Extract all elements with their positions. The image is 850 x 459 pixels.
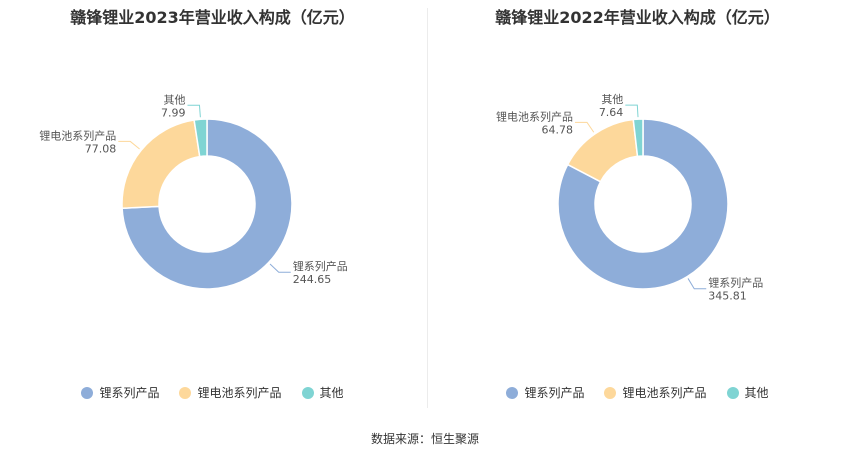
slice-other[interactable] xyxy=(193,118,208,158)
leader-line-lithium xyxy=(269,263,291,273)
legend-label: 其他 xyxy=(319,386,344,400)
legend-label: 锂电池系列产品 xyxy=(197,386,282,400)
legend-item-other[interactable]: 其他 xyxy=(726,384,769,401)
slice-label-lithium: 锂系列产品 xyxy=(708,276,763,290)
leader-line-battery xyxy=(574,121,595,133)
leader-line-other xyxy=(625,104,639,118)
slice-label-other: 其他 xyxy=(163,93,185,106)
slice-label-battery: 锂电池系列产品 xyxy=(39,128,116,142)
legend-marker xyxy=(604,386,617,399)
chart-title: 赣锋锂业2023年营业收入构成（亿元） xyxy=(70,8,355,27)
slice-label-lithium: 锂系列产品 xyxy=(293,259,348,273)
slice-value-battery: 64.78 xyxy=(541,123,573,136)
chart-panel-2022: 赣锋锂业2022年营业收入构成（亿元） 锂系列产品 345.81 锂电池系列产品 64… xyxy=(425,0,850,415)
leader-line-battery xyxy=(118,140,140,150)
legend-label: 锂系列产品 xyxy=(524,386,585,400)
slice-lithium[interactable] xyxy=(557,118,729,290)
leader-line-lithium xyxy=(687,278,707,290)
legend-item-lithium[interactable]: 锂系列产品 xyxy=(506,384,584,401)
slice-label-battery: 锂电池系列产品 xyxy=(496,109,573,123)
chart-panel-2023: 赣锋锂业2023年营业收入构成（亿元） 锂系列产品 244.65 锂电池系列产品 77… xyxy=(0,0,425,415)
slice-value-other: 7.99 xyxy=(161,106,186,119)
slice-battery[interactable] xyxy=(121,119,201,210)
legend-label: 锂电池系列产品 xyxy=(622,386,707,400)
legend-item-other[interactable]: 其他 xyxy=(301,384,344,401)
legend-marker xyxy=(179,386,192,399)
legend-label: 锂系列产品 xyxy=(99,386,160,400)
legend-marker xyxy=(726,386,739,399)
slice-value-other: 7.64 xyxy=(599,106,624,119)
legend-item-battery[interactable]: 锂电池系列产品 xyxy=(604,384,707,401)
legend: 锂系列产品 锂电池系列产品 其他 xyxy=(425,384,850,401)
leader-line-other xyxy=(187,104,201,118)
slice-label-other: 其他 xyxy=(601,93,623,106)
chart-title: 赣锋锂业2022年营业收入构成（亿元） xyxy=(495,8,780,27)
legend-item-battery[interactable]: 锂电池系列产品 xyxy=(179,384,282,401)
slice-value-battery: 77.08 xyxy=(85,142,117,155)
data-source-note: 数据来源：恒生聚源 xyxy=(370,432,479,446)
legend-label: 其他 xyxy=(744,386,769,400)
legend: 锂系列产品 锂电池系列产品 其他 xyxy=(0,384,425,401)
slice-other[interactable] xyxy=(632,118,644,158)
legend-marker xyxy=(81,386,94,399)
slice-lithium[interactable] xyxy=(121,118,293,290)
slice-value-lithium: 244.65 xyxy=(293,273,332,286)
slice-value-lithium: 345.81 xyxy=(708,290,747,303)
legend-marker xyxy=(506,386,519,399)
panel-divider xyxy=(427,8,428,408)
legend-marker xyxy=(301,386,314,399)
legend-item-lithium[interactable]: 锂系列产品 xyxy=(81,384,159,401)
